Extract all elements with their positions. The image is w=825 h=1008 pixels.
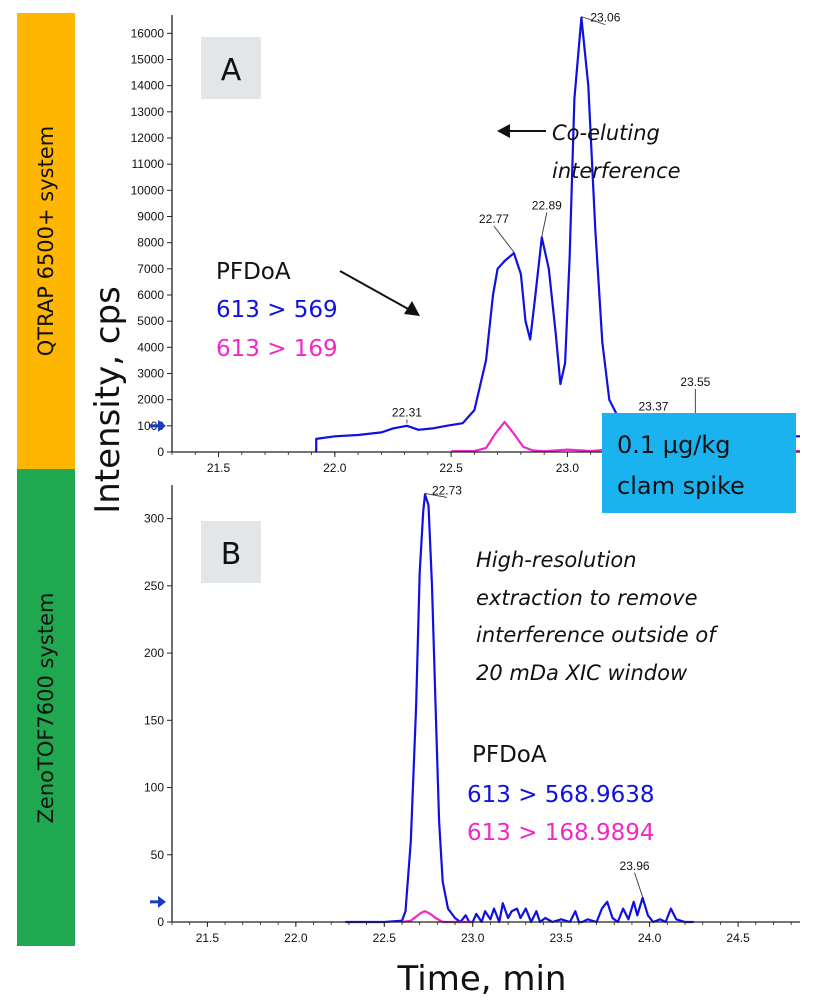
panel-a-peak-label: 23.55 bbox=[680, 375, 710, 389]
panel-b-series-secondary-line bbox=[401, 910, 473, 924]
panel-a-peak-label: 22.89 bbox=[532, 198, 562, 212]
panel-b-peak-label: 22.73 bbox=[432, 483, 462, 497]
panel-a-y-tick-label: 16000 bbox=[131, 26, 165, 40]
hr-note-line-3: interference outside of bbox=[476, 623, 719, 647]
panel-a-y-tick-label: 0 bbox=[157, 445, 164, 459]
zenotof-system-band bbox=[17, 469, 75, 946]
pfdoa-arrow-line bbox=[339, 270, 411, 311]
spike-callout-box bbox=[602, 413, 796, 513]
panel-a-x-tick-label: 23.0 bbox=[556, 461, 580, 475]
panel-b-x-tick-label: 23.0 bbox=[461, 931, 485, 945]
panel-a-x-tick-label: 22.0 bbox=[323, 461, 347, 475]
panel-a-y-tick-label: 15000 bbox=[131, 52, 165, 66]
panel-a-y-tick-label: 3000 bbox=[137, 366, 164, 380]
panel-a-peak-label: 23.37 bbox=[638, 399, 668, 413]
hr-note-line-2: extraction to remove bbox=[476, 586, 698, 610]
panel-b-x-tick-label: 23.5 bbox=[550, 931, 574, 945]
panel-b-transition-1: 613 > 568.9638 bbox=[467, 782, 655, 808]
panel-a-y-tick-label: 5000 bbox=[137, 314, 164, 328]
panel-a-peak-leader bbox=[581, 16, 606, 26]
panel-b-x-tick-label: 22.0 bbox=[284, 931, 308, 945]
panel-b-peak-label: 23.96 bbox=[620, 859, 650, 873]
panel-a-letter-box bbox=[201, 37, 261, 99]
panel-a-y-tick-label: 8000 bbox=[137, 236, 164, 250]
panel-b-series-primary-line bbox=[345, 493, 694, 924]
panel-b-y-tick-label: 100 bbox=[144, 781, 164, 795]
panel-a-peak-label: 22.31 bbox=[392, 406, 422, 420]
panel-a-y-tick-label: 2000 bbox=[137, 393, 164, 407]
qtrap-system-band bbox=[17, 13, 75, 469]
panel-a-y-tick-label: 7000 bbox=[137, 262, 164, 276]
spike-line-1: 0.1 µg/kg bbox=[617, 431, 731, 459]
panel-a-letter: A bbox=[221, 53, 242, 88]
panel-b-y-tick-label: 50 bbox=[151, 848, 165, 862]
panel-a-peak-label: 23.06 bbox=[590, 11, 620, 25]
panel-a-x-tick-label: 21.5 bbox=[207, 461, 231, 475]
panel-a-y-tick-label: 13000 bbox=[131, 105, 165, 119]
panel-b-x-tick-label: 24.5 bbox=[726, 931, 750, 945]
hr-note-line-4: 20 mDa XIC window bbox=[476, 661, 688, 685]
panel-b-x-tick-label: 24.0 bbox=[638, 931, 662, 945]
panel-a-x-tick-label: 22.5 bbox=[439, 461, 463, 475]
panel-a-y-tick-label: 6000 bbox=[137, 288, 164, 302]
panel-b-peak-leader bbox=[634, 872, 643, 897]
panel-a-y-tick-label: 10000 bbox=[131, 183, 165, 197]
panel-a-peak-leader bbox=[493, 225, 515, 253]
interference-note-line-2: interference bbox=[552, 159, 681, 183]
panel-a-y-tick-label: 9000 bbox=[137, 209, 164, 223]
panel-a-y-tick-label: 14000 bbox=[131, 79, 165, 93]
hr-note-line-1: High-resolution bbox=[476, 548, 637, 572]
panel-a-chart: 0100020003000400050006000700080009000100… bbox=[131, 11, 801, 475]
panel-b-y-tick-label: 150 bbox=[144, 713, 164, 727]
panel-b-transition-2: 613 > 168.9894 bbox=[467, 820, 655, 846]
panel-a-compound-label: PFDoA bbox=[216, 259, 291, 285]
panel-a-transition-1: 613 > 569 bbox=[216, 297, 338, 323]
panel-b-y-tick-label: 200 bbox=[144, 646, 164, 660]
panel-b-letter-box bbox=[201, 521, 261, 583]
interference-arrow-head bbox=[497, 124, 510, 138]
zenotof-system-label: ZenoTOF7600 system bbox=[34, 593, 58, 824]
panel-a-y-tick-label: 12000 bbox=[131, 131, 165, 145]
panel-a-peak-label: 22.77 bbox=[479, 212, 509, 226]
panel-b-y-tick-label: 0 bbox=[157, 915, 164, 929]
panel-b-x-tick-label: 21.5 bbox=[196, 931, 220, 945]
panel-a-transition-2: 613 > 169 bbox=[216, 336, 338, 362]
y-axis-title: Intensity, cps bbox=[88, 286, 128, 514]
panel-b-y-tick-label: 300 bbox=[144, 512, 164, 526]
x-axis-title: Time, min bbox=[397, 959, 567, 999]
panel-b-compound-label: PFDoA bbox=[472, 742, 547, 768]
spike-line-2: clam spike bbox=[617, 472, 745, 500]
pfdoa-arrow-head bbox=[404, 301, 420, 316]
panel-b-y-tick-label: 250 bbox=[144, 579, 164, 593]
panel-b-x-tick-label: 22.5 bbox=[373, 931, 397, 945]
panel-b-peak-leader bbox=[424, 492, 448, 498]
qtrap-system-label: QTRAP 6500+ system bbox=[34, 126, 58, 356]
panel-b-letter: B bbox=[221, 537, 242, 572]
panel-a-y-tick-label: 11000 bbox=[132, 157, 165, 171]
panel-a-y-tick-label: 4000 bbox=[137, 340, 164, 354]
panel-a-peak-leader bbox=[541, 212, 548, 237]
panel-a-series-primary-line bbox=[315, 16, 800, 452]
interference-note-line-1: Co-eluting bbox=[552, 121, 660, 145]
panel-b-chart: 0 50 100 150 200 250 300 21.5 22.0 22.5 23.0 23.5 24… bbox=[144, 483, 800, 945]
